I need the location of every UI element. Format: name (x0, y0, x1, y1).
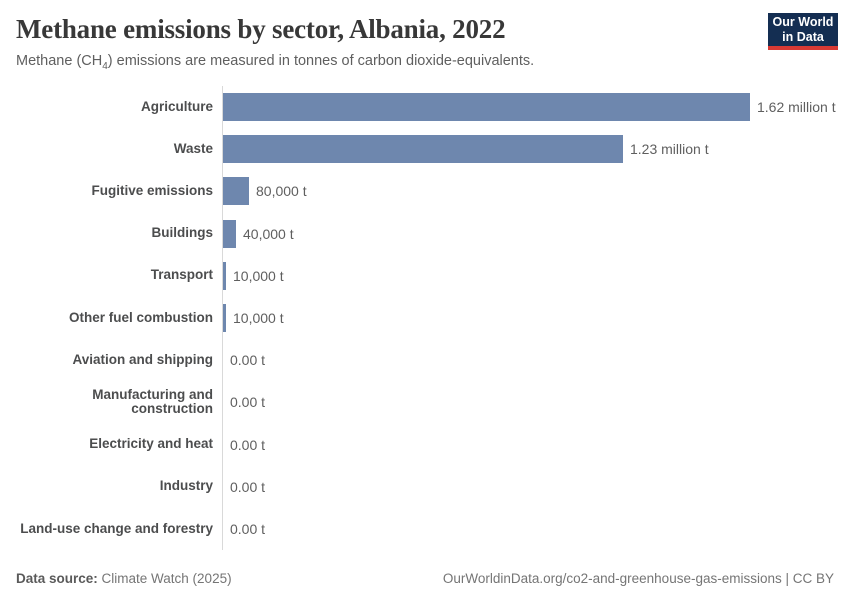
category-label: Electricity and heat (89, 436, 213, 452)
chart-row: Waste 1.23 million t (16, 128, 834, 171)
value-label: 0.00 t (230, 478, 266, 495)
category-label: Aviation and shipping (72, 351, 214, 367)
chart-row: Fugitive emissions 80,000 t (16, 170, 834, 213)
bar (223, 177, 249, 206)
plot-area: 80,000 t (222, 170, 834, 213)
bar-chart: Agriculture 1.62 million t Waste 1.23 milli… (16, 86, 836, 551)
chart-row: Electricity and heat 0.00 t (16, 423, 834, 466)
chart-row: Other fuel combustion 10,000 t (16, 296, 834, 340)
plot-area: 0.00 t (222, 339, 834, 382)
footer-credit: OurWorldinData.org/co2-and-greenhouse-ga… (442, 571, 834, 586)
data-source-label: Data source: (16, 571, 98, 586)
chart-row: Agriculture 1.62 million t (16, 86, 836, 129)
chart-footer: Data source: Climate Watch (2025) OurWor… (16, 571, 834, 586)
category-label: Land-use change and forestry (20, 520, 213, 536)
category-label: Waste (173, 140, 213, 156)
plot-area: 10,000 t (222, 254, 834, 297)
data-source: Data source: Climate Watch (2025) (16, 571, 232, 586)
plot-area: 0.00 t (222, 465, 834, 508)
category-label: Agriculture (140, 98, 213, 114)
category-label: Transport (150, 267, 213, 283)
chart-row: Buildings 40,000 t (16, 212, 834, 255)
plot-area: 0.00 t (222, 423, 834, 466)
subtitle-text: Methane (CH (16, 53, 103, 69)
plot-area: 40,000 t (222, 212, 834, 255)
bar (223, 93, 750, 122)
category-label: Industry (159, 478, 213, 494)
category-label: Buildings (151, 225, 214, 241)
bar (223, 219, 236, 248)
category-label: Other fuel combustion (68, 309, 213, 325)
plot-area: 10,000 t (222, 296, 834, 340)
value-label: 40,000 t (243, 225, 294, 242)
chart-row: Aviation and shipping 0.00 t (16, 339, 834, 382)
category-label: Manufacturing and construction (92, 386, 213, 417)
page-title: Methane emissions by sector, Albania, 20… (16, 14, 506, 44)
value-label: 0.00 t (230, 436, 266, 453)
value-label: 80,000 t (256, 183, 307, 200)
bar (223, 304, 226, 333)
subtitle-subscript: 4 (102, 60, 108, 72)
owid-logo: Our World in Data (768, 13, 838, 50)
chart-row: Transport 10,000 t (16, 254, 834, 297)
plot-area: 1.23 million t (222, 128, 834, 171)
value-label: 1.23 million t (630, 141, 709, 158)
category-label: Fugitive emissions (91, 183, 213, 199)
plot-area: 0.00 t (222, 507, 834, 551)
value-label: 0.00 t (230, 394, 266, 411)
chart-subtitle: Methane (CH4) emissions are measured in … (16, 53, 534, 72)
bar (223, 135, 623, 164)
value-label: 10,000 t (233, 267, 284, 284)
owid-logo-line2: in Data (782, 30, 824, 44)
value-label: 0.00 t (230, 352, 266, 369)
plot-area: 1.62 million t (222, 86, 836, 129)
subtitle-text-end: ) emissions are measured in tonnes of ca… (107, 53, 535, 69)
value-label: 0.00 t (230, 520, 266, 537)
chart-row: Land-use change and forestry 0.00 t (16, 507, 834, 551)
value-label: 10,000 t (233, 310, 284, 327)
plot-area: 0.00 t (222, 381, 834, 424)
value-label: 1.62 million t (757, 99, 836, 116)
data-source-value: Climate Watch (2025) (97, 571, 232, 586)
owid-logo-line1: Our World (772, 15, 834, 29)
chart-row: Manufacturing and construction 0.00 t (16, 381, 834, 424)
bar (223, 261, 226, 290)
chart-row: Industry 0.00 t (16, 465, 834, 508)
